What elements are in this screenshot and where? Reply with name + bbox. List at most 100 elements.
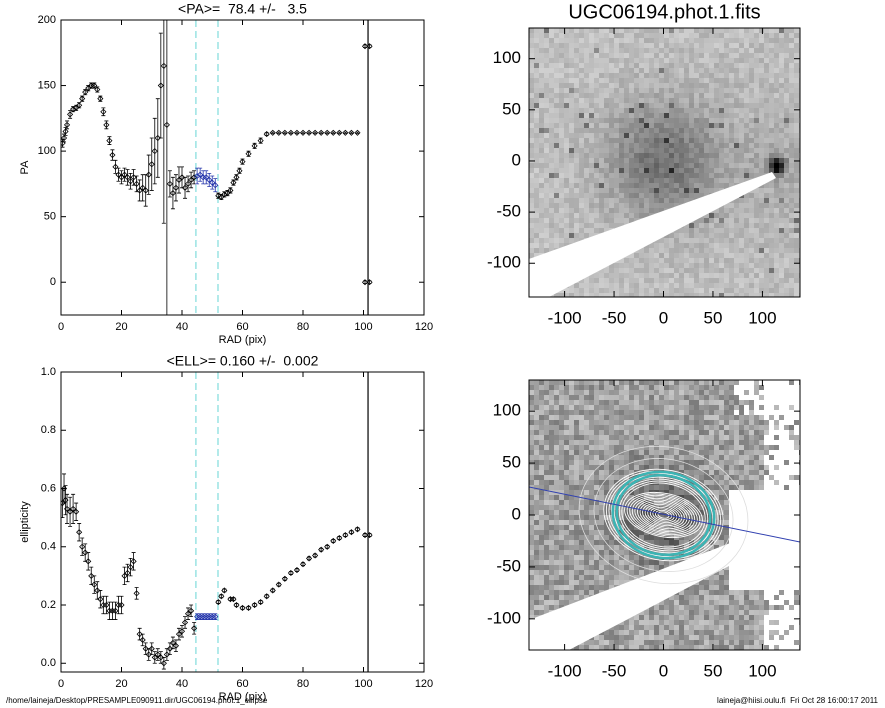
image-pixel bbox=[594, 108, 599, 113]
image-pixel bbox=[789, 163, 794, 168]
image-pixel bbox=[719, 63, 724, 68]
image-pixel bbox=[569, 88, 574, 93]
image-pixel bbox=[784, 283, 789, 288]
image-pixel bbox=[584, 213, 589, 218]
image-pixel bbox=[709, 188, 714, 193]
image-pixel bbox=[629, 68, 634, 73]
image-pixel bbox=[644, 550, 649, 555]
image-pixel bbox=[654, 273, 659, 278]
image-pixel bbox=[629, 33, 634, 38]
image-pixel bbox=[714, 33, 719, 38]
image-pixel bbox=[664, 48, 669, 53]
image-pixel bbox=[679, 53, 684, 58]
image-pixel bbox=[729, 113, 734, 118]
image-pixel bbox=[619, 158, 624, 163]
error-bar bbox=[207, 173, 212, 187]
image-pixel bbox=[749, 198, 754, 203]
image-pixel bbox=[784, 48, 789, 53]
image-pixel bbox=[764, 248, 769, 253]
image-pixel bbox=[599, 525, 604, 530]
image-pixel bbox=[574, 213, 579, 218]
image-pixel bbox=[629, 148, 634, 153]
image-pixel bbox=[759, 238, 764, 243]
image-pixel bbox=[654, 38, 659, 43]
image-pixel bbox=[644, 183, 649, 188]
image-pixel bbox=[659, 390, 664, 395]
image-pixel bbox=[739, 248, 744, 253]
image-pixel bbox=[584, 585, 589, 590]
image-pixel bbox=[619, 570, 624, 575]
image-pixel bbox=[739, 263, 744, 268]
image-pixel bbox=[779, 33, 784, 38]
image-pixel bbox=[549, 510, 554, 515]
image-pixel bbox=[554, 510, 559, 515]
image-pixel bbox=[694, 38, 699, 43]
image-pixel bbox=[564, 390, 569, 395]
image-pixel bbox=[714, 123, 719, 128]
image-pixel bbox=[619, 153, 624, 158]
image-pixel bbox=[564, 153, 569, 158]
image-pixel bbox=[619, 178, 624, 183]
image-pixel bbox=[679, 273, 684, 278]
image-pixel bbox=[709, 38, 714, 43]
image-pixel bbox=[539, 128, 544, 133]
image-pixel bbox=[559, 213, 564, 218]
data-point bbox=[163, 121, 170, 128]
image-pixel bbox=[664, 173, 669, 178]
image-pixel bbox=[644, 263, 649, 268]
image-pixel bbox=[529, 193, 534, 198]
image-pixel bbox=[699, 83, 704, 88]
image-pixel bbox=[659, 73, 664, 78]
image-pixel bbox=[594, 525, 599, 530]
image-pixel bbox=[529, 585, 534, 590]
image-pixel bbox=[779, 143, 784, 148]
image-pixel bbox=[654, 445, 659, 450]
image-pixel bbox=[534, 113, 539, 118]
image-pixel bbox=[539, 585, 544, 590]
image-pixel bbox=[629, 450, 634, 455]
image-pixel bbox=[604, 128, 609, 133]
image-pixel bbox=[634, 208, 639, 213]
image-pixel bbox=[549, 565, 554, 570]
image-pixel bbox=[649, 450, 654, 455]
image-pixel bbox=[744, 33, 749, 38]
image-pixel bbox=[674, 153, 679, 158]
image-pixel bbox=[534, 400, 539, 405]
image-pixel bbox=[664, 380, 669, 385]
image-pixel bbox=[619, 198, 624, 203]
image-pixel bbox=[679, 58, 684, 63]
image-pixel bbox=[554, 93, 559, 98]
image-pixel bbox=[784, 158, 789, 163]
image-pixel bbox=[699, 108, 704, 113]
data-point bbox=[312, 552, 319, 559]
image-pixel bbox=[624, 420, 629, 425]
image-pixel bbox=[534, 520, 539, 525]
image-pixel bbox=[669, 183, 674, 188]
image-pixel bbox=[544, 550, 549, 555]
image-pixel bbox=[789, 263, 794, 268]
image-pixel bbox=[589, 278, 594, 283]
image-pixel bbox=[589, 570, 594, 575]
image-pixel bbox=[569, 93, 574, 98]
image-pixel bbox=[609, 208, 614, 213]
image-pixel bbox=[529, 248, 534, 253]
image-pixel bbox=[594, 445, 599, 450]
image-pixel bbox=[729, 158, 734, 163]
image-pixel bbox=[599, 490, 604, 495]
image-pixel bbox=[539, 38, 544, 43]
image-pixel bbox=[539, 143, 544, 148]
image-pixel bbox=[549, 78, 554, 83]
image-pixel bbox=[584, 283, 589, 288]
y-tick-label: 50 bbox=[502, 99, 521, 118]
image-pixel bbox=[564, 575, 569, 580]
image-pixel bbox=[529, 580, 534, 585]
image-pixel bbox=[634, 385, 639, 390]
image-pixel bbox=[559, 153, 564, 158]
image-pixel bbox=[609, 268, 614, 273]
image-pixel bbox=[719, 33, 724, 38]
image-pixel bbox=[599, 430, 604, 435]
image-pixel bbox=[619, 258, 624, 263]
image-pixel bbox=[559, 565, 564, 570]
image-pixel bbox=[614, 625, 619, 630]
image-pixel bbox=[539, 580, 544, 585]
